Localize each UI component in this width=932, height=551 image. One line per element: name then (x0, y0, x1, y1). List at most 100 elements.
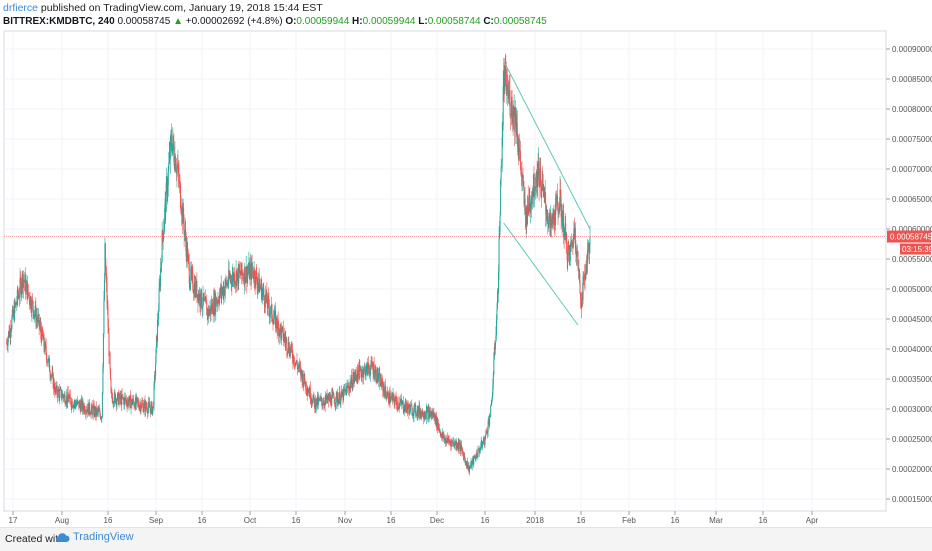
candle-body (475, 453, 477, 459)
candle-body (256, 272, 258, 282)
candle-body (17, 295, 19, 297)
candle-body (381, 378, 383, 387)
candle-body (129, 395, 131, 397)
candle-body (117, 393, 119, 401)
candle-body (191, 271, 193, 275)
candle-body (469, 467, 471, 473)
candle-body (58, 389, 60, 392)
candle-body (76, 400, 78, 405)
candle-body (328, 395, 330, 402)
candle-body (330, 404, 332, 406)
candle-body (204, 297, 206, 301)
candle-body (566, 253, 568, 261)
author-link[interactable]: drfierce (3, 2, 39, 14)
candle-body (567, 246, 569, 261)
candle-body (138, 406, 140, 410)
candle-body (80, 399, 82, 404)
candle-body (569, 253, 571, 261)
candle-body (407, 404, 409, 408)
candle-body (346, 385, 348, 387)
candle-body (6, 343, 8, 346)
candle-body (447, 437, 449, 441)
candle-body (510, 114, 512, 117)
tradingview-brand[interactable]: TradingView (54, 531, 134, 543)
candle-body (525, 207, 527, 228)
candle-body (396, 399, 398, 406)
candle-body (337, 398, 339, 403)
x-tick-label: Mar (709, 516, 723, 525)
close-ohlc-value: 0.00058745 (493, 16, 547, 27)
candle-body (146, 407, 148, 408)
candle-body (443, 439, 445, 441)
candle-body (352, 379, 354, 387)
candle-body (401, 401, 403, 405)
candle-body (246, 273, 248, 283)
candle-body (320, 397, 322, 399)
candle-body (341, 392, 343, 397)
candle-body (222, 287, 224, 297)
candle-body (137, 401, 139, 403)
candle-body (295, 362, 297, 363)
candle-body (93, 405, 95, 416)
candle-body (379, 377, 381, 387)
candle-body (152, 408, 154, 415)
candle-body (587, 246, 589, 250)
candle-body (482, 442, 484, 444)
candle-body (21, 287, 23, 294)
candle-body (344, 388, 346, 391)
candle-body (9, 328, 11, 336)
candle-body (34, 313, 36, 315)
candle-body (504, 70, 506, 91)
candle-body (103, 279, 105, 301)
price-chart[interactable]: 0.00015000 0.00020000 0.00025000 0.00030000… (0, 0, 932, 527)
candle-body (545, 213, 547, 215)
candle-body (507, 84, 509, 92)
candle-body (439, 431, 441, 433)
candle-body (504, 68, 506, 71)
candle-body (425, 410, 427, 419)
change-value: +0.00002692 (+4.8%) (185, 16, 283, 27)
candle-body (428, 409, 430, 417)
candle-body (219, 294, 221, 304)
candle-body (571, 240, 573, 245)
x-tick-label: Apr (806, 516, 819, 525)
candle-body (8, 331, 10, 337)
symbol-label[interactable]: BITTREX:KMDBTC, 240 (3, 16, 115, 27)
candle-body (281, 326, 283, 328)
candle-body (180, 207, 182, 213)
candle-body (144, 401, 146, 412)
candle-body (575, 251, 577, 257)
candle-body (180, 184, 182, 208)
candle-body (260, 282, 262, 290)
candle-body (381, 378, 383, 382)
candle-body (41, 327, 43, 336)
candle-body (517, 145, 519, 153)
candle-body (554, 202, 556, 226)
candle-body (149, 403, 151, 408)
candle-body (271, 304, 273, 319)
candle-body (143, 408, 145, 412)
candle-body (109, 353, 111, 369)
candle-body (60, 389, 62, 390)
candle-body (231, 281, 233, 286)
candle-body (546, 216, 548, 219)
candle-body (393, 393, 395, 397)
candle-body (451, 440, 453, 442)
candle-body (190, 268, 192, 285)
candle-body (366, 362, 368, 366)
candle-body (138, 401, 140, 407)
candle-body (189, 284, 191, 288)
candle-body (25, 283, 27, 293)
candle-body (238, 265, 240, 272)
candle-body (251, 263, 253, 280)
candle-body (393, 396, 395, 402)
candle-body (356, 376, 358, 380)
candle-body (272, 318, 273, 322)
candle-body (315, 406, 317, 410)
candle-body (150, 408, 152, 414)
candle-body (51, 372, 53, 376)
candle-body (244, 266, 246, 283)
candle-body (263, 288, 265, 296)
candle-body (544, 191, 546, 193)
candle-body (214, 294, 216, 312)
